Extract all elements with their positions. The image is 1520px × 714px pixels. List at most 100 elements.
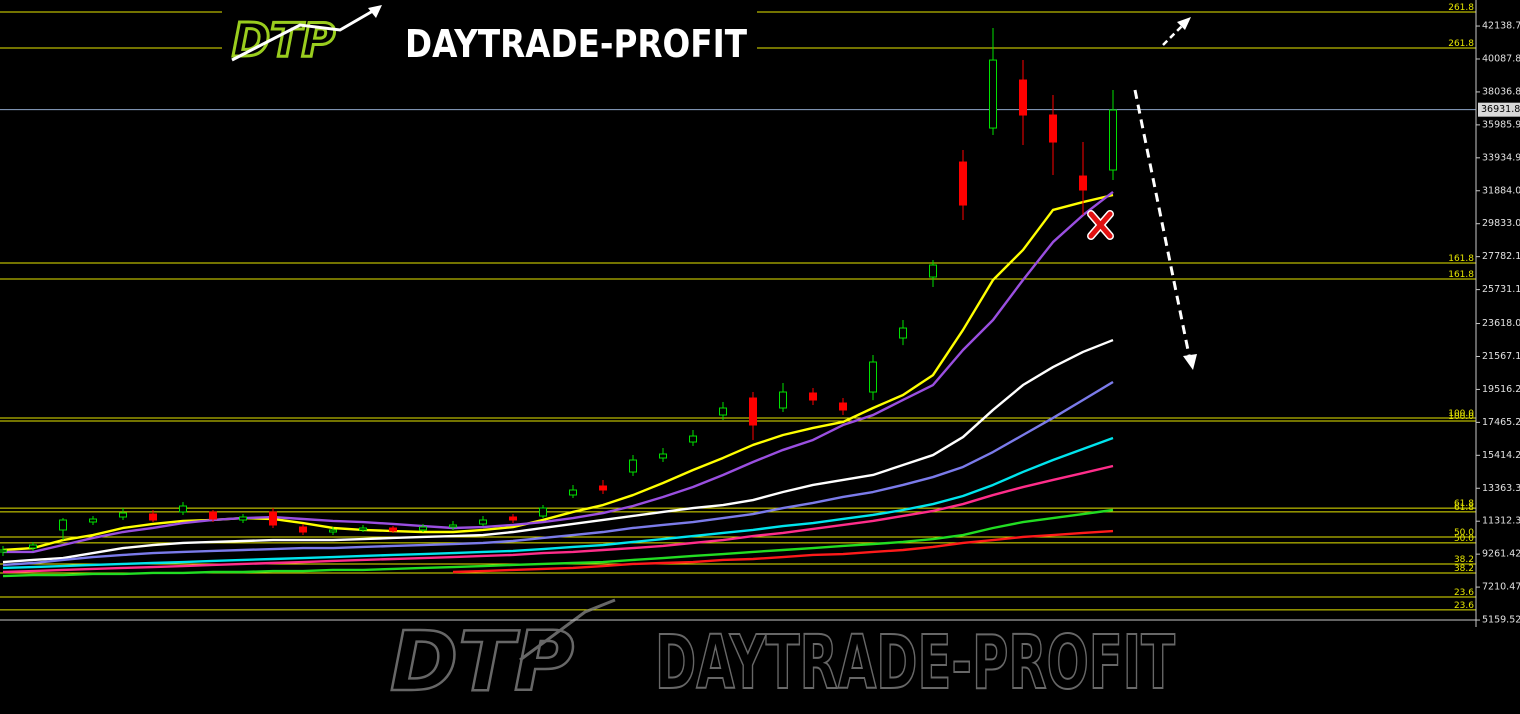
down-arrowhead (1183, 354, 1197, 370)
fib-label: 161.8 (1448, 270, 1474, 280)
candle-body (1109, 109, 1117, 171)
fib-label: 23.6 (1454, 588, 1474, 598)
fib-label: 38.2 (1454, 555, 1474, 565)
candle-body (809, 392, 817, 401)
fib-label: 261.8 (1448, 39, 1474, 49)
candle-body (329, 529, 337, 533)
y-tick-label: 40087.82 (1482, 53, 1520, 64)
watermark-arrow (519, 598, 616, 662)
candle-body (629, 459, 637, 473)
y-tick-label: 31884.02 (1482, 185, 1520, 196)
candle-body (989, 59, 997, 129)
logo: DTP DAYTRADE-PROFIT (222, 0, 757, 69)
y-tick-label: 15414.27 (1482, 450, 1520, 461)
y-tick-label: 7210.47 (1482, 582, 1520, 593)
candle-body (929, 264, 937, 278)
candles (0, 28, 1117, 557)
last-price-label: 36931.85 (1481, 104, 1520, 115)
candle-body (1079, 175, 1087, 191)
moving-average (2, 193, 1114, 552)
candle-body (209, 511, 217, 520)
logo-arrowhead (368, 5, 382, 18)
moving-average (3, 191, 1114, 554)
candle-body (779, 391, 787, 409)
y-tick-label: 11312.37 (1482, 516, 1520, 527)
y-tick-label: 29833.07 (1482, 218, 1520, 229)
fib-label: 100.0 (1448, 412, 1474, 422)
fib-label: 61.8 (1454, 503, 1474, 513)
logo-name: DAYTRADE-PROFIT (405, 22, 747, 66)
candle-body (539, 507, 547, 517)
fib-label: 23.6 (1454, 601, 1474, 611)
fib-label: 50.0 (1454, 534, 1474, 544)
up-arrow (1162, 23, 1185, 46)
y-tick-label: 23618.07 (1482, 318, 1520, 329)
y-tick-label: 5159.52 (1482, 615, 1520, 626)
logo-arrow (231, 6, 379, 62)
candle-body (899, 327, 907, 339)
candle-body (659, 453, 667, 459)
watermark-mark: DTP (390, 615, 574, 710)
logo-box (222, 0, 757, 66)
y-tick-label: 42138.77 (1482, 21, 1520, 32)
candle-body (119, 512, 127, 518)
moving-average (2, 508, 1114, 578)
moving-average (2, 380, 1114, 567)
fib-label: 261.8 (1448, 3, 1474, 13)
candle-body (959, 161, 967, 206)
candle-body (29, 544, 37, 549)
watermark: DTP DAYTRADE-PROFIT (389, 598, 1176, 711)
price-axis: 42138.77 40087.82 38036.87 35985.92 33934.97… (1476, 21, 1520, 626)
up-arrowhead (1177, 17, 1191, 30)
candle-body (269, 511, 277, 526)
candle-body (299, 526, 307, 533)
fib-label: 161.8 (1448, 254, 1474, 264)
moving-average (2, 338, 1114, 564)
candle-body (149, 513, 157, 521)
watermark-name: DAYTRADE-PROFIT (655, 620, 1175, 706)
y-tick-label: 27782.12 (1482, 251, 1520, 262)
red-x (1087, 210, 1114, 240)
candle-body (839, 402, 847, 411)
y-tick-label: 35985.92 (1482, 119, 1520, 130)
y-tick-label: 13363.32 (1482, 483, 1520, 494)
candle-body (509, 516, 517, 521)
y-tick-label: 19516.22 (1482, 384, 1520, 395)
moving-average (2, 464, 1114, 574)
candle-body (719, 407, 727, 416)
candle-body (359, 527, 367, 531)
candle-body (689, 435, 697, 443)
y-tick-label: 33934.97 (1482, 152, 1520, 163)
candle-body (59, 519, 67, 531)
logo-mark: DTP (232, 13, 336, 67)
candle-body (749, 397, 757, 426)
y-tick-label: 21567.12 (1482, 351, 1520, 362)
candle-body (449, 524, 457, 528)
candle-body (479, 519, 487, 525)
fib-label: 50.0 (1454, 528, 1474, 538)
moving-average (2, 436, 1114, 570)
candle-body (1019, 79, 1027, 116)
fib-label: 61.8 (1454, 499, 1474, 509)
y-tick-label: 9261.42 (1482, 549, 1520, 560)
candle-body (569, 489, 577, 496)
candle-body (599, 485, 607, 491)
candle-body (179, 505, 187, 513)
fib-label: 38.2 (1454, 564, 1474, 574)
last-price-box (1478, 102, 1520, 117)
candle-body (419, 526, 427, 531)
candle-body (1049, 114, 1057, 143)
candle-body (89, 518, 97, 523)
candle-body (389, 527, 397, 532)
candle-body (0, 549, 7, 553)
y-tick-label: 17465.22 (1482, 417, 1520, 428)
moving-average (452, 529, 1114, 574)
moving-averages (2, 191, 1114, 578)
y-tick-label: 38036.87 (1482, 86, 1520, 97)
y-tick-label: 25731.17 (1482, 284, 1520, 295)
candle-body (239, 516, 247, 521)
down-arrow (1133, 89, 1192, 361)
